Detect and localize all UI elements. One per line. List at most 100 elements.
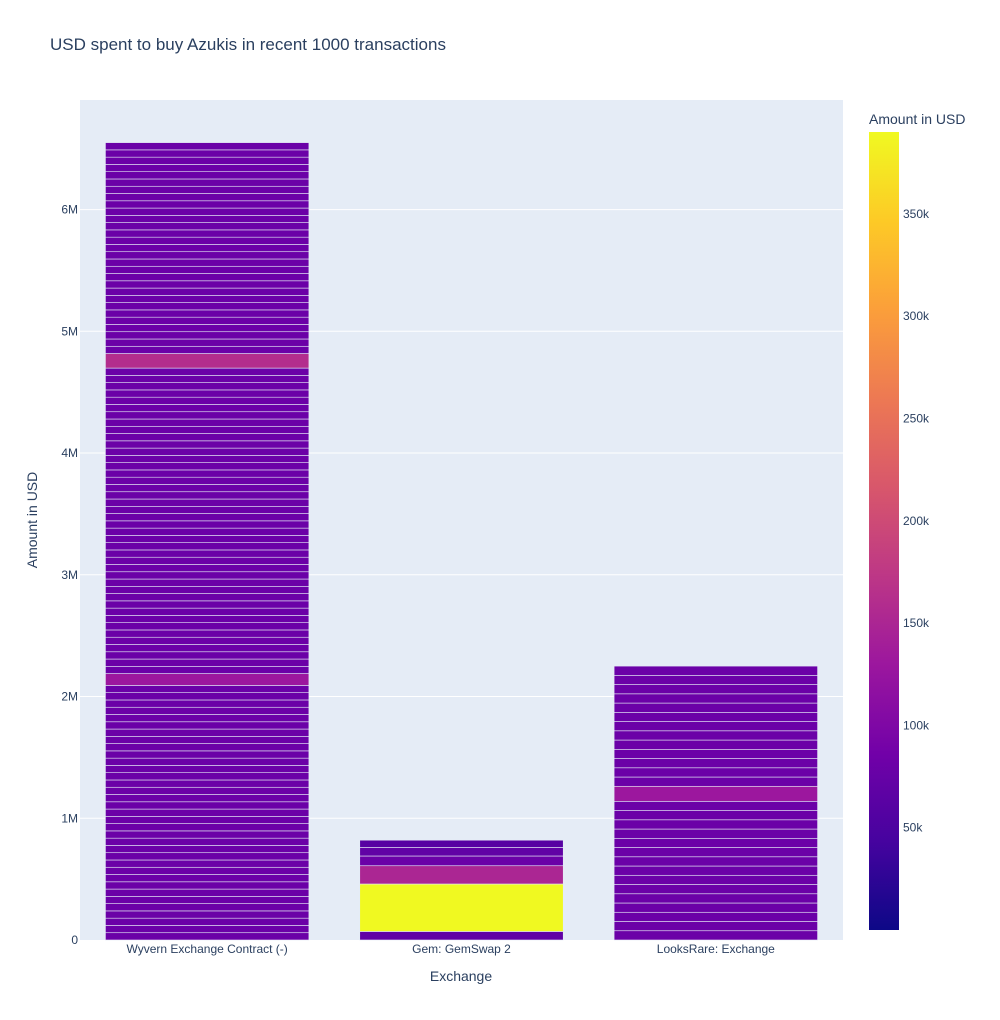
bar-segment <box>105 535 310 543</box>
bar-segment <box>613 856 818 867</box>
bar-segment <box>105 845 310 854</box>
bar-segment <box>105 721 310 730</box>
bar-segment <box>105 462 310 471</box>
x-axis-title: Exchange <box>430 968 492 984</box>
bar-segment <box>105 571 310 580</box>
bar-segment <box>105 578 310 587</box>
bar-segment <box>613 785 818 802</box>
bar-segment <box>105 425 310 434</box>
bar-segment <box>613 828 818 839</box>
bar-segment <box>105 367 310 376</box>
bar-segment <box>613 684 818 695</box>
bar-segment <box>105 244 310 253</box>
bar-segment <box>105 185 310 194</box>
bar-segment <box>613 721 818 732</box>
bar-segment <box>105 586 310 594</box>
colorbar-tick-label: 50k <box>903 821 923 835</box>
bar-segment <box>105 728 310 737</box>
bar-segment <box>105 345 310 354</box>
bar-segment <box>105 765 310 774</box>
bar-segment <box>359 839 564 848</box>
bar-segment <box>613 758 818 769</box>
bar-segment <box>613 767 818 778</box>
bar-segment <box>105 491 310 500</box>
bars <box>105 142 818 941</box>
bar-segment <box>105 338 310 347</box>
bar-segment <box>105 636 310 645</box>
bar-segment <box>105 302 310 311</box>
bar-segment <box>105 142 310 151</box>
bar-segment <box>105 874 310 883</box>
bar-segment <box>105 171 310 180</box>
bar-segment <box>105 750 310 759</box>
bar-segment <box>613 665 818 676</box>
bar-segment <box>105 295 310 303</box>
bar-segment <box>105 287 310 296</box>
bar-segment <box>105 178 310 187</box>
bar-stack <box>359 839 564 941</box>
colorbar-ticks: 50k 100k 150k 200k 250k 300k 350k <box>903 207 930 835</box>
bar-segment <box>105 440 310 449</box>
bar-segment <box>105 520 310 529</box>
bar-segment <box>105 772 310 781</box>
bar-segment <box>105 881 310 890</box>
bar-segment <box>105 903 310 912</box>
bar-segment <box>613 930 818 941</box>
bar-segment <box>105 236 310 245</box>
bar-segment <box>105 156 310 165</box>
bar-segment <box>105 404 310 413</box>
bar-segment <box>105 859 310 868</box>
bar-segment <box>613 847 818 858</box>
x-tick-label: LooksRare: Exchange <box>657 942 775 956</box>
bar-segment <box>105 685 310 693</box>
bar-segment <box>613 837 818 848</box>
bar-segment <box>105 418 310 427</box>
bar-segment <box>105 258 310 267</box>
bar-segment <box>105 896 310 904</box>
bar-segment <box>613 865 818 876</box>
colorbar-tick-label: 150k <box>903 616 930 630</box>
bar-segment <box>105 513 310 522</box>
bar-segment <box>105 455 310 463</box>
bar-segment <box>105 564 310 573</box>
bar-segment <box>105 542 310 551</box>
bar-stack <box>613 665 818 941</box>
bar-segment <box>105 505 310 514</box>
bar-segment <box>105 699 310 708</box>
bar-segment <box>105 556 310 565</box>
bar-segment <box>613 675 818 685</box>
chart-title: USD spent to buy Azukis in recent 1000 t… <box>50 35 446 54</box>
bar-segment <box>105 498 310 507</box>
bar-segment <box>105 207 310 216</box>
bar-segment <box>105 808 310 817</box>
bar-segment <box>105 622 310 631</box>
colorbar-gradient <box>869 132 899 930</box>
x-axis-ticks: Wyvern Exchange Contract (-) Gem: GemSwap… <box>127 942 776 956</box>
colorbar: Amount in USD 50k 100k 150k 200k 250k 300k 350… <box>869 111 965 930</box>
bar-segment <box>613 739 818 750</box>
bar-segment <box>105 743 310 752</box>
bar-segment <box>105 706 310 715</box>
bar-segment <box>105 651 310 660</box>
bar-segment <box>105 816 310 824</box>
bar-segment <box>359 865 564 885</box>
bar-segment <box>105 375 310 383</box>
bar-segment <box>105 757 310 766</box>
bar-segment <box>613 921 818 932</box>
bar-segment <box>105 600 310 609</box>
bar-segment <box>105 830 310 839</box>
y-tick-label: 3M <box>61 568 78 582</box>
bar-segment <box>105 273 310 282</box>
y-tick-label: 0 <box>71 933 78 947</box>
y-axis-title: Amount in USD <box>24 472 40 568</box>
bar-segment <box>105 549 310 558</box>
colorbar-title: Amount in USD <box>869 111 965 127</box>
y-axis-ticks: 0 1M 2M 3M 4M 5M 6M <box>61 203 78 947</box>
bar-segment <box>105 149 310 158</box>
y-tick-label: 6M <box>61 203 78 217</box>
bar-segment <box>613 893 818 904</box>
bar-segment <box>105 382 310 391</box>
bar-segment <box>105 866 310 875</box>
bar-segment <box>105 324 310 333</box>
y-tick-label: 1M <box>61 811 78 825</box>
